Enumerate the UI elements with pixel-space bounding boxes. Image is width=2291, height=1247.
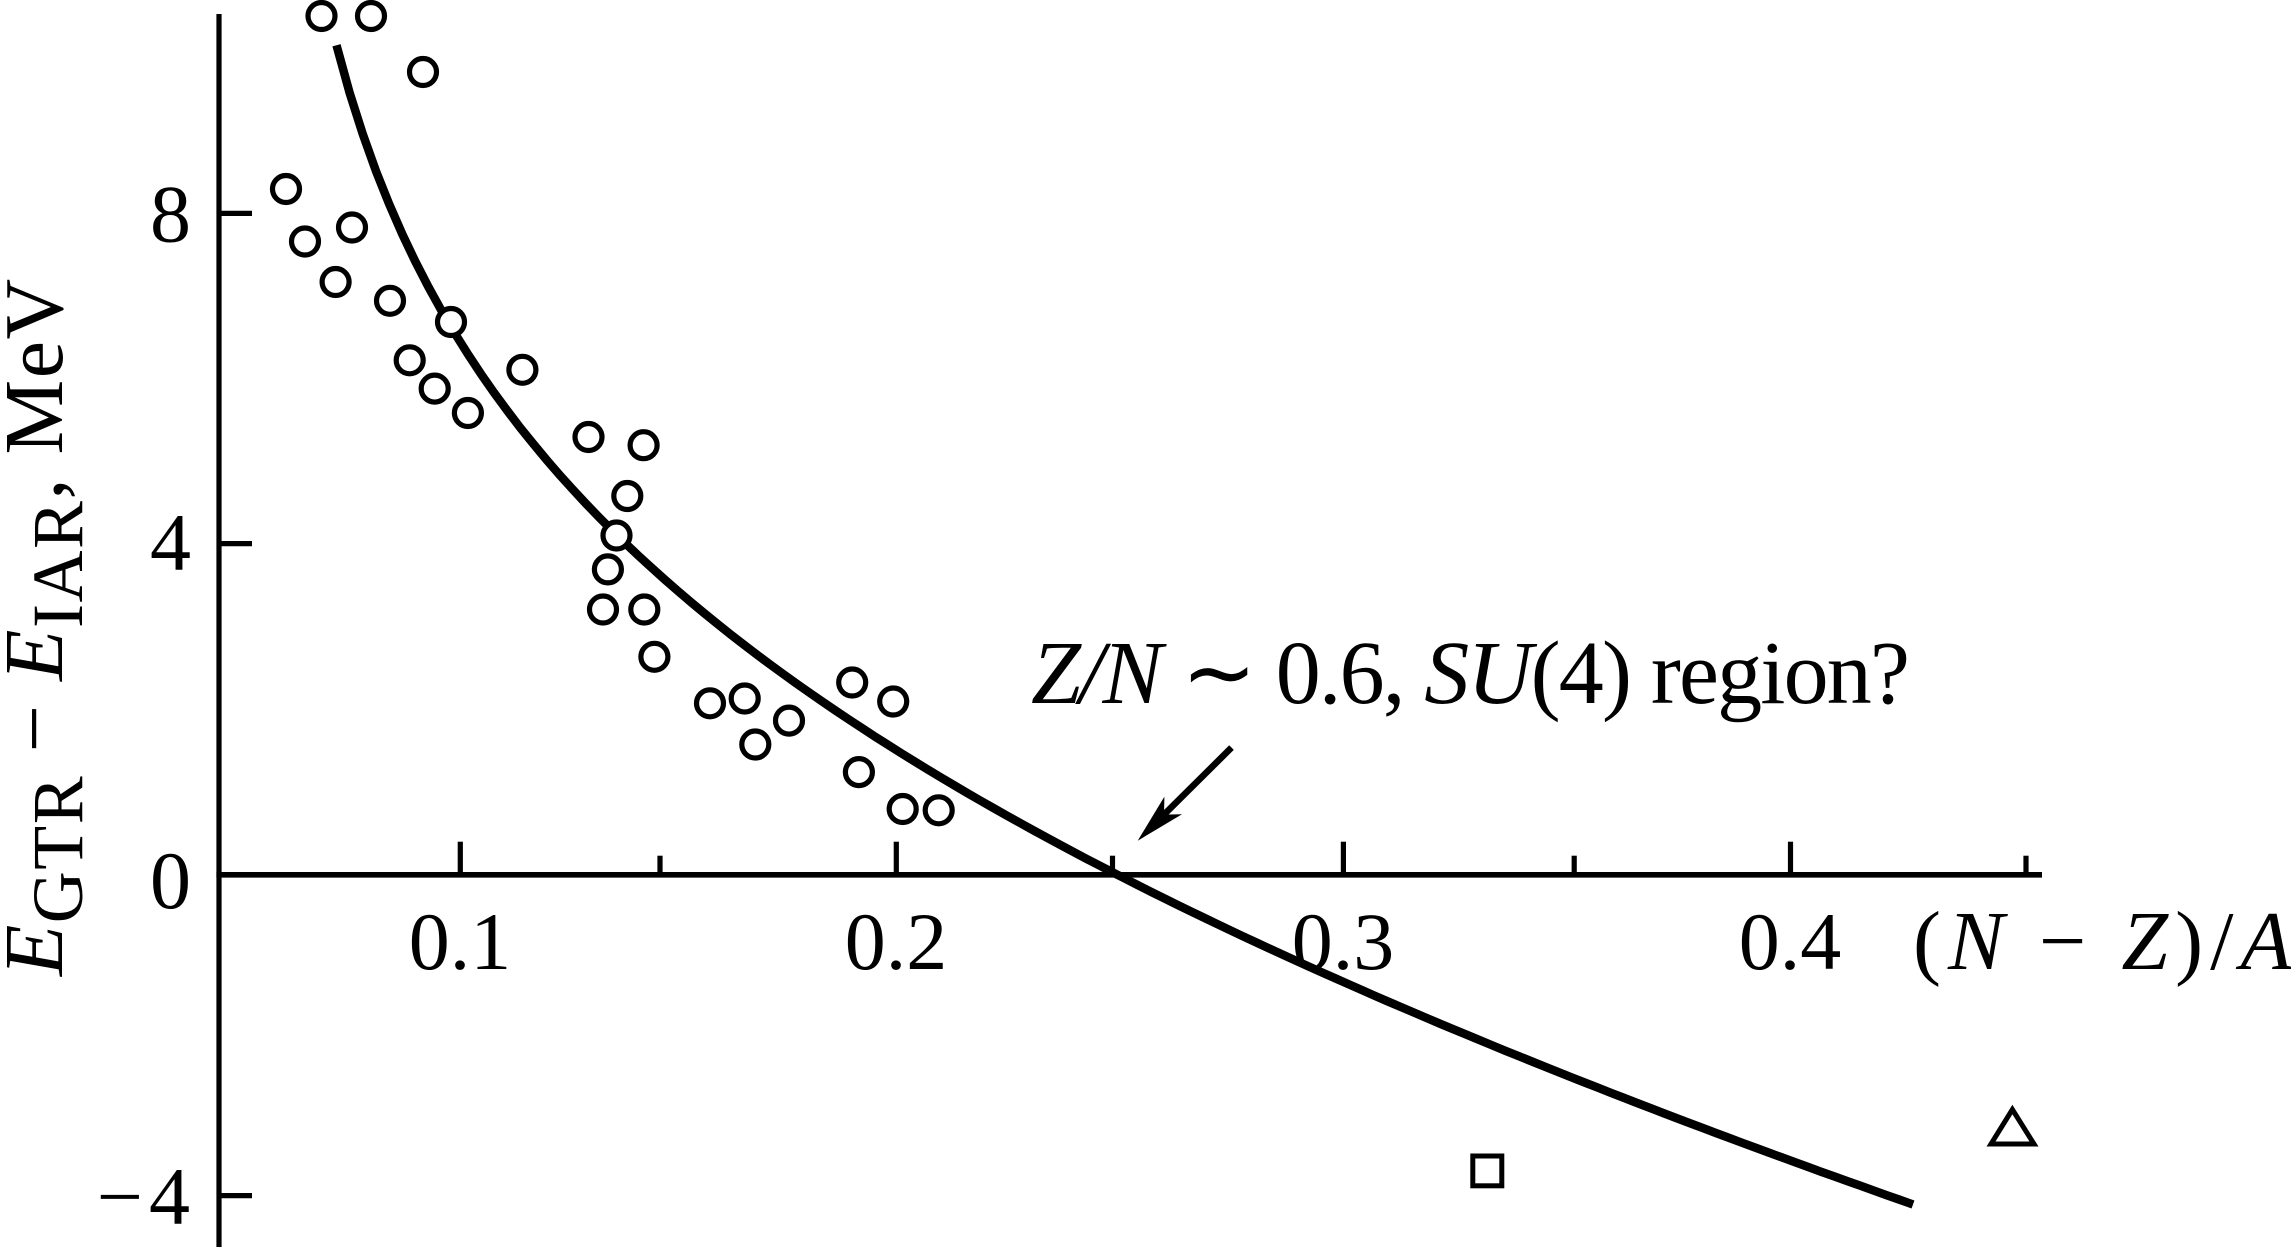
svg-text:0: 0 <box>150 835 191 926</box>
svg-text:(N − Z)/A: (N − Z)/A <box>1913 895 2291 988</box>
svg-text:0.1: 0.1 <box>409 896 512 987</box>
svg-text:0.4: 0.4 <box>1739 896 1842 987</box>
svg-text:−4: −4 <box>97 1151 196 1242</box>
svg-text:EGTR − EIAR, MeV: EGTR − EIAR, MeV <box>0 277 98 977</box>
svg-text:Z/N ∼ 0.6, SU(4) region?: Z/N ∼ 0.6, SU(4) region? <box>1031 624 1908 723</box>
svg-text:0.2: 0.2 <box>845 896 948 987</box>
svg-text:0.3: 0.3 <box>1292 896 1395 987</box>
svg-text:4: 4 <box>150 497 191 588</box>
svg-text:8: 8 <box>150 169 191 260</box>
